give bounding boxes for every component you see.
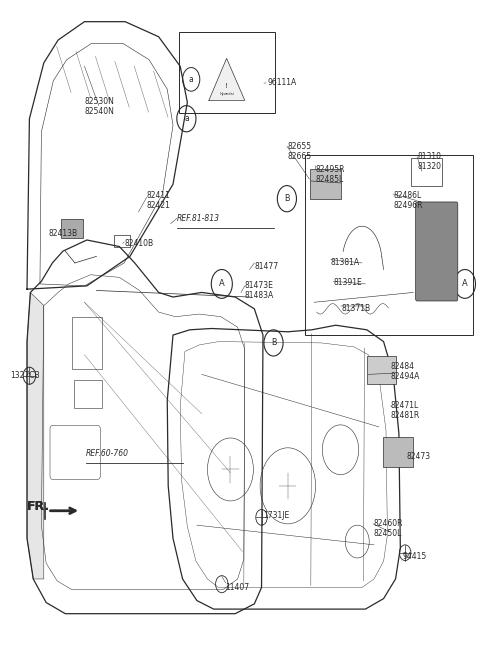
Text: 81310
81320: 81310 81320 bbox=[417, 152, 441, 171]
Text: Hyundai: Hyundai bbox=[219, 92, 234, 96]
Text: 96111A: 96111A bbox=[268, 78, 297, 87]
FancyBboxPatch shape bbox=[367, 356, 396, 384]
Text: 82486L
82496R: 82486L 82496R bbox=[393, 191, 423, 210]
Text: 82655
82665: 82655 82665 bbox=[288, 142, 312, 161]
Text: REF.60-760: REF.60-760 bbox=[86, 449, 129, 457]
Text: 82530N
82540N: 82530N 82540N bbox=[84, 97, 114, 116]
Text: 11407: 11407 bbox=[226, 583, 250, 592]
Text: ·: · bbox=[225, 89, 228, 99]
Polygon shape bbox=[27, 292, 44, 579]
Text: FR.: FR. bbox=[27, 501, 50, 513]
Text: 82411
82421: 82411 82421 bbox=[147, 191, 170, 210]
FancyBboxPatch shape bbox=[383, 438, 413, 468]
Text: 82495R
82485L: 82495R 82485L bbox=[316, 165, 345, 184]
FancyBboxPatch shape bbox=[61, 219, 83, 238]
Text: 1731JE: 1731JE bbox=[263, 511, 289, 520]
Text: 82460R
82450L: 82460R 82450L bbox=[373, 519, 403, 538]
Text: FR.: FR. bbox=[27, 501, 50, 513]
Text: B: B bbox=[284, 194, 289, 203]
Text: 1327CB: 1327CB bbox=[10, 371, 40, 380]
Text: !: ! bbox=[225, 83, 228, 89]
Text: 82413B: 82413B bbox=[48, 229, 78, 238]
Text: A: A bbox=[462, 279, 468, 288]
Text: B: B bbox=[271, 338, 276, 348]
Text: 81477: 81477 bbox=[254, 261, 278, 271]
Text: REF.81-813: REF.81-813 bbox=[177, 214, 220, 223]
Text: 82471L
82481R: 82471L 82481R bbox=[391, 401, 420, 420]
Text: a: a bbox=[189, 75, 193, 84]
Text: 81371B: 81371B bbox=[341, 304, 371, 313]
Text: 81473E
81483A: 81473E 81483A bbox=[245, 281, 274, 300]
Text: 81381A: 81381A bbox=[331, 258, 360, 267]
Text: A: A bbox=[219, 279, 225, 288]
Text: 82410B: 82410B bbox=[124, 238, 153, 248]
Text: a: a bbox=[184, 114, 189, 124]
Polygon shape bbox=[209, 58, 245, 101]
Text: 82484
82494A: 82484 82494A bbox=[391, 361, 420, 380]
FancyBboxPatch shape bbox=[310, 169, 341, 198]
Text: 82473: 82473 bbox=[407, 452, 431, 461]
Text: 81391E: 81391E bbox=[333, 278, 362, 287]
Text: 94415: 94415 bbox=[403, 552, 427, 561]
FancyBboxPatch shape bbox=[416, 202, 458, 301]
